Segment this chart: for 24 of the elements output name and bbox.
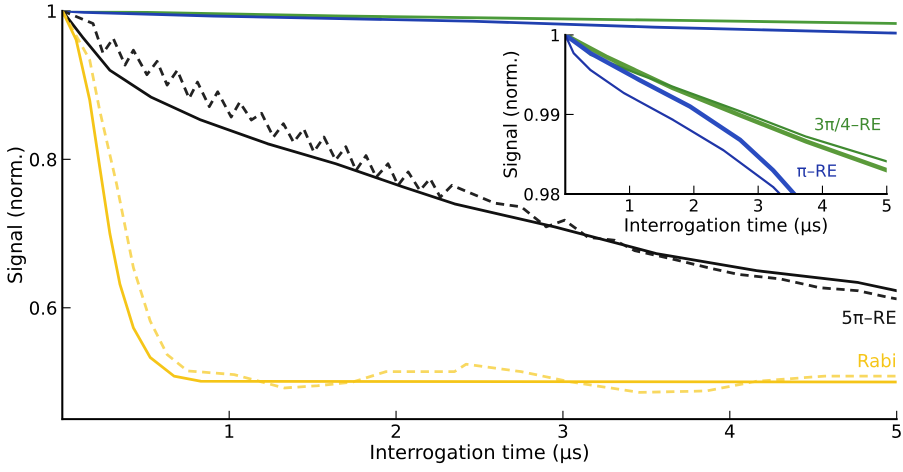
y-tick-label: 0.8	[30, 152, 56, 166]
x-tick-label: 3	[754, 199, 762, 212]
x-tick-label: 2	[392, 424, 400, 438]
series-label: 5π–RE	[842, 310, 896, 324]
y-tick-label: 0.99	[524, 108, 560, 122]
y-axis-title: Signal (norm.)	[503, 52, 521, 178]
x-tick-label: 5	[882, 199, 891, 212]
x-tick-label: 1	[225, 424, 234, 438]
x-axis-title: Interrogation time (µs)	[371, 444, 588, 464]
x-tick-label: 2	[690, 199, 698, 212]
y-axis-title: Signal (norm.)	[7, 148, 26, 283]
x-tick-label: 4	[724, 424, 735, 438]
x-tick-label: 5	[892, 424, 901, 438]
series-label: 3π/4–RE	[815, 118, 880, 132]
y-tick-label: 1	[552, 29, 559, 42]
x-axis-title: Interrogation time (µs)	[626, 218, 827, 236]
series-label: Rabi	[858, 353, 895, 368]
series-label: π–RE	[797, 164, 836, 177]
x-tick-label: 3	[558, 424, 568, 438]
x-tick-label: 1	[626, 199, 634, 212]
y-tick-label: 0.98	[524, 188, 560, 201]
x-tick-label: 4	[818, 199, 827, 212]
y-tick-label: 0.6	[30, 301, 56, 315]
y-tick-label: 1	[48, 4, 56, 18]
